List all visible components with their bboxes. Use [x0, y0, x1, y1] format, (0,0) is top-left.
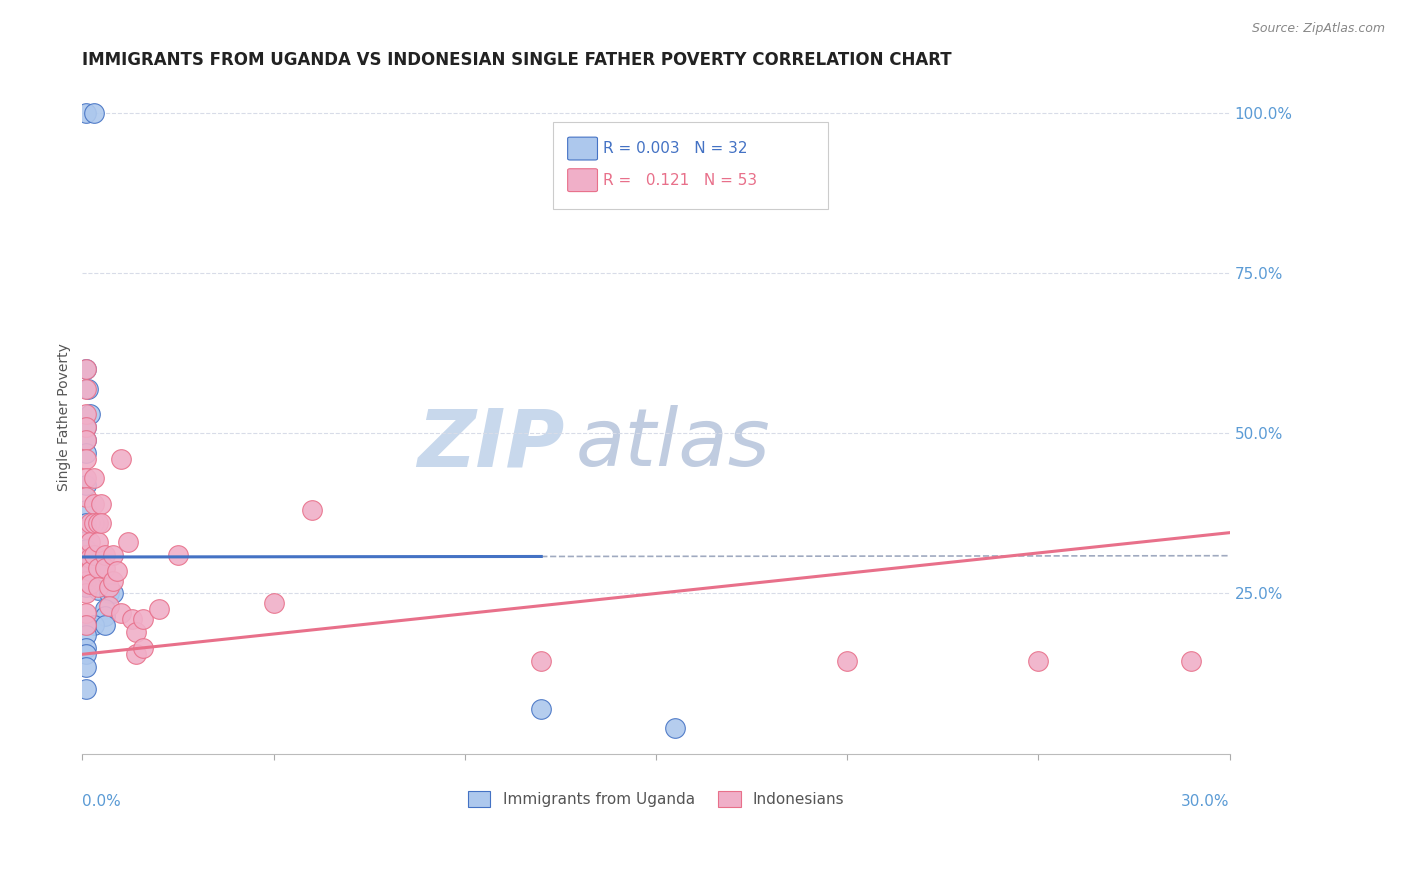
Point: [77, 382, 100, 396]
Point: [530, 702, 553, 716]
Point: [75, 452, 97, 467]
Point: [125, 624, 148, 639]
Point: [75, 618, 97, 632]
Point: [110, 452, 132, 467]
Point: [167, 548, 190, 562]
Point: [75, 682, 97, 697]
Point: [90, 497, 112, 511]
Point: [75, 433, 97, 447]
Point: [75, 503, 97, 517]
Point: [75, 407, 97, 421]
Point: [121, 612, 143, 626]
Point: [101, 548, 124, 562]
Point: [75, 541, 97, 556]
Point: [75, 648, 97, 662]
Point: [75, 523, 97, 537]
Point: [83, 548, 105, 562]
Point: [79, 516, 101, 530]
Point: [79, 407, 101, 421]
Point: [83, 516, 105, 530]
Point: [94, 602, 117, 616]
Point: [148, 602, 170, 616]
Point: [530, 654, 553, 668]
Point: [75, 640, 97, 655]
Point: [301, 503, 323, 517]
Point: [75, 606, 97, 620]
Point: [837, 654, 859, 668]
Text: R =   0.121   N = 53: R = 0.121 N = 53: [603, 173, 758, 187]
Point: [101, 574, 124, 588]
Point: [75, 580, 97, 594]
Point: [75, 106, 97, 120]
Point: [263, 596, 285, 610]
Text: ZIP: ZIP: [416, 405, 564, 483]
Point: [94, 618, 117, 632]
Point: [75, 445, 97, 459]
Point: [132, 612, 155, 626]
Point: [83, 554, 105, 568]
Point: [75, 618, 97, 632]
Point: [75, 420, 97, 434]
Point: [75, 420, 97, 434]
Point: [94, 548, 117, 562]
Point: [86, 580, 108, 594]
Point: [79, 535, 101, 549]
Point: [75, 491, 97, 505]
Point: [75, 586, 97, 600]
Point: [94, 608, 117, 623]
Text: Source: ZipAtlas.com: Source: ZipAtlas.com: [1251, 22, 1385, 36]
Text: 30.0%: 30.0%: [1181, 794, 1230, 809]
Point: [75, 554, 97, 568]
Point: [83, 106, 105, 120]
Point: [98, 580, 121, 594]
Point: [75, 362, 97, 376]
Point: [75, 362, 97, 376]
Point: [105, 564, 128, 578]
Point: [86, 516, 108, 530]
FancyBboxPatch shape: [553, 121, 828, 209]
Point: [75, 471, 97, 485]
Point: [101, 586, 124, 600]
Point: [117, 535, 139, 549]
Point: [79, 564, 101, 578]
Point: [75, 561, 97, 575]
Legend: Immigrants from Uganda, Indonesians: Immigrants from Uganda, Indonesians: [461, 785, 851, 814]
Point: [86, 583, 108, 598]
Point: [75, 574, 97, 588]
Text: IMMIGRANTS FROM UGANDA VS INDONESIAN SINGLE FATHER POVERTY CORRELATION CHART: IMMIGRANTS FROM UGANDA VS INDONESIAN SIN…: [83, 51, 952, 69]
Point: [86, 561, 108, 575]
Point: [75, 548, 97, 562]
Point: [132, 640, 155, 655]
Point: [75, 516, 97, 530]
Point: [90, 516, 112, 530]
FancyBboxPatch shape: [568, 137, 598, 160]
Point: [75, 477, 97, 491]
Text: atlas: atlas: [575, 405, 770, 483]
Point: [86, 535, 108, 549]
Point: [83, 497, 105, 511]
Point: [83, 471, 105, 485]
Point: [664, 721, 686, 735]
Point: [75, 382, 97, 396]
Y-axis label: Single Father Poverty: Single Father Poverty: [58, 343, 72, 491]
Point: [1028, 654, 1050, 668]
Point: [125, 648, 148, 662]
Point: [84, 558, 107, 572]
Text: R = 0.003   N = 32: R = 0.003 N = 32: [603, 141, 748, 156]
Point: [98, 599, 121, 614]
Point: [94, 561, 117, 575]
Point: [75, 660, 97, 674]
Point: [1180, 654, 1202, 668]
Text: 0.0%: 0.0%: [83, 794, 121, 809]
FancyBboxPatch shape: [568, 169, 598, 192]
Point: [79, 577, 101, 591]
Point: [83, 618, 105, 632]
Point: [79, 551, 101, 566]
Point: [110, 606, 132, 620]
Point: [98, 586, 121, 600]
Point: [75, 551, 97, 566]
Point: [75, 433, 97, 447]
Point: [75, 628, 97, 642]
